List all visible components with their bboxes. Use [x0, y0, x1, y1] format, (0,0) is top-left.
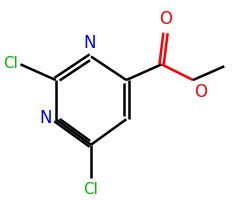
Text: N: N: [84, 34, 96, 52]
Text: O: O: [194, 83, 207, 101]
Text: O: O: [159, 10, 172, 28]
Text: Cl: Cl: [3, 56, 18, 71]
Text: Cl: Cl: [84, 182, 98, 197]
Text: N: N: [39, 109, 52, 127]
